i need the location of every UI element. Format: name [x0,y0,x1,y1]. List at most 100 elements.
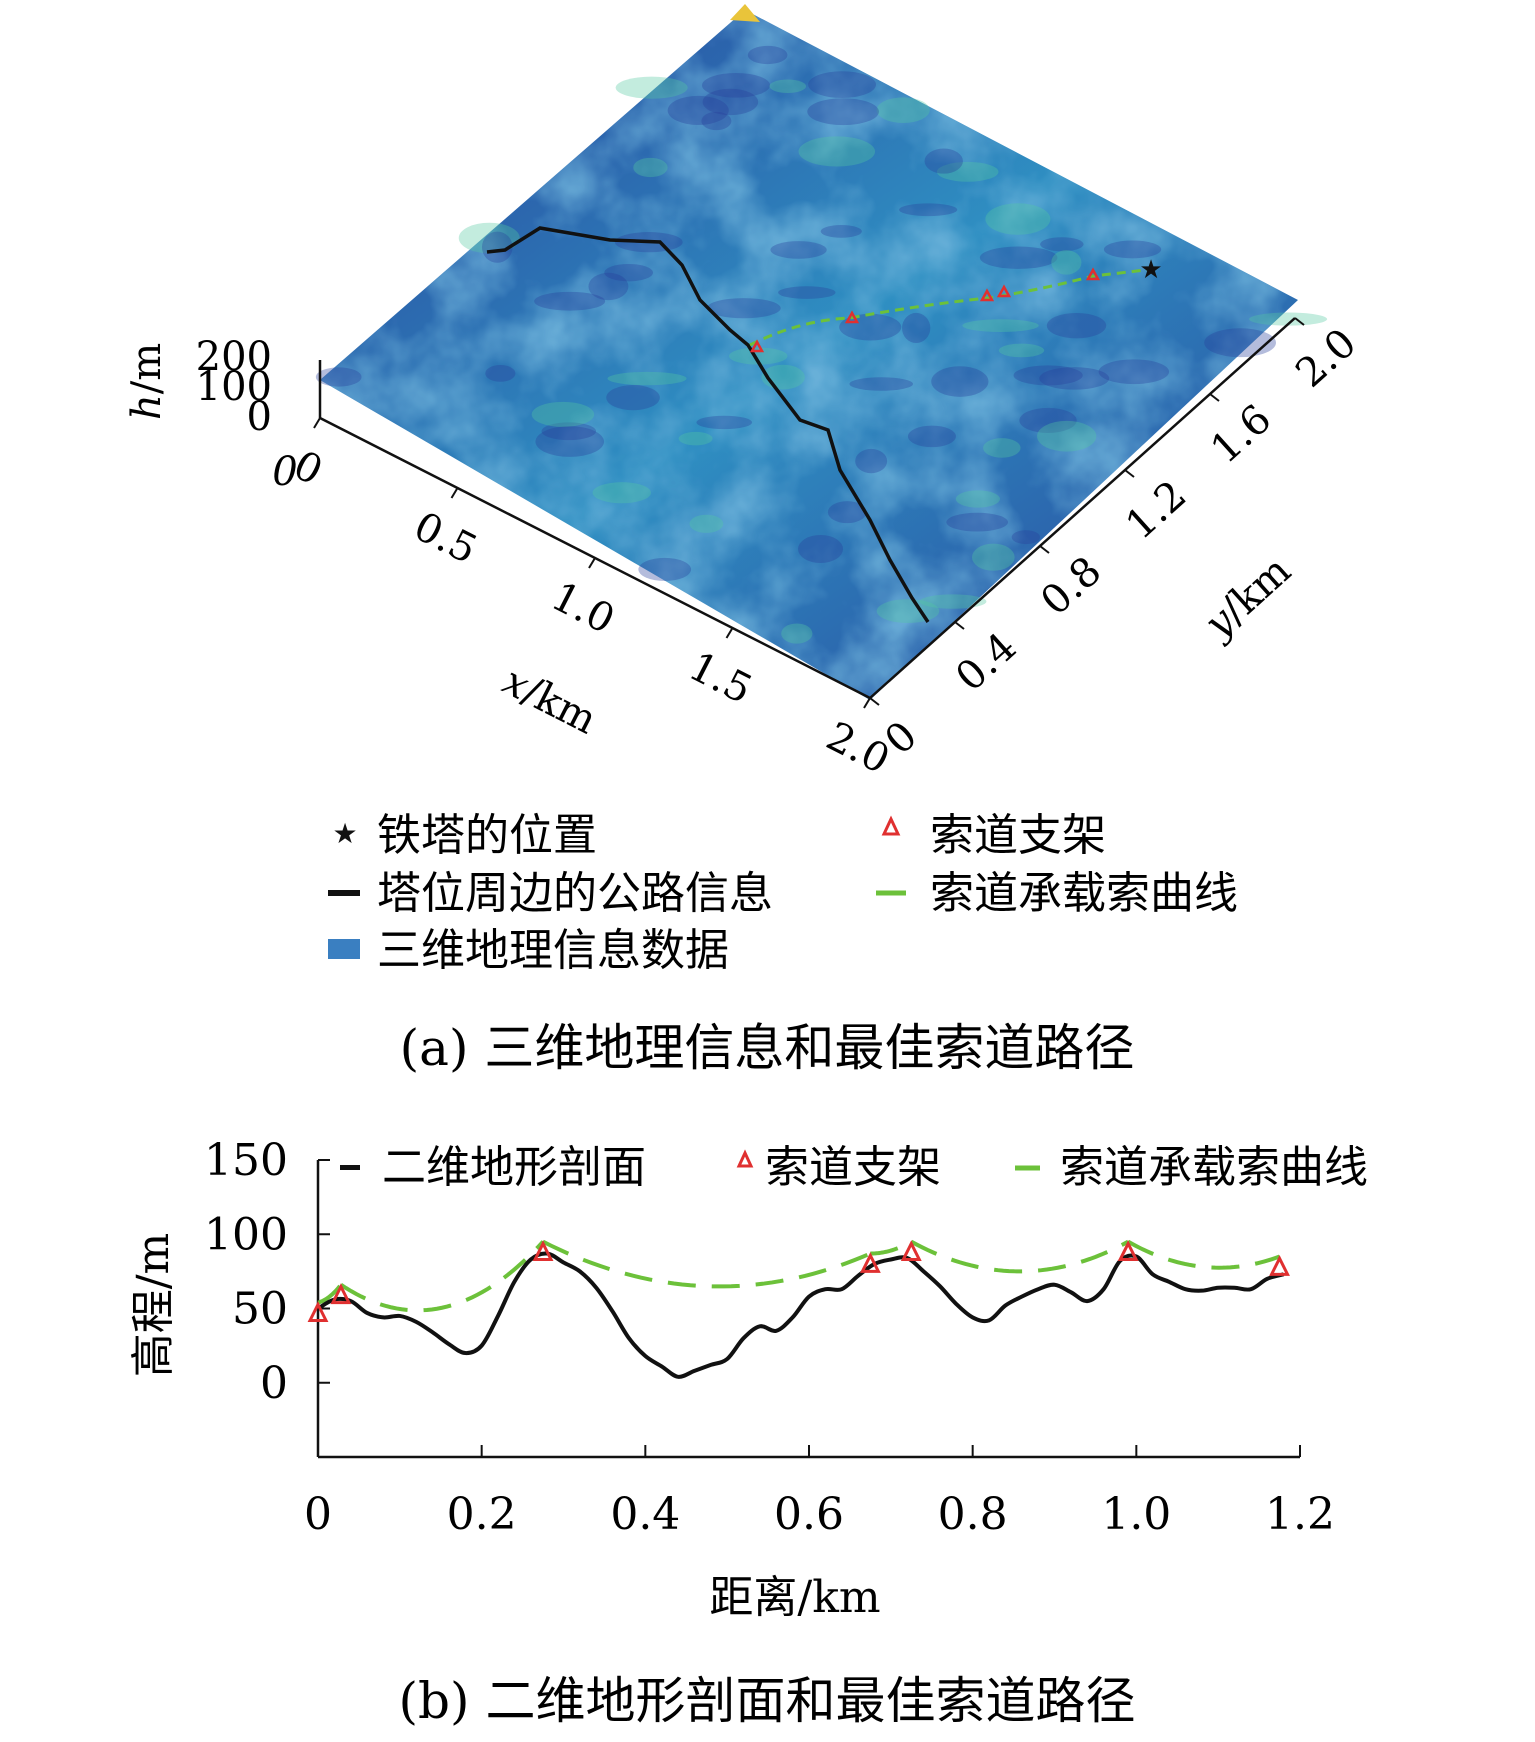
terrain-highlight [1098,359,1170,385]
terrain-highlight [899,203,958,217]
terrain-highlight [689,514,724,533]
support-marker [749,339,765,353]
terrain-highlight [633,157,668,178]
caption-b: (b) 二维地形剖面和最佳索道路径 [399,1672,1136,1730]
x-tick-mark [450,487,459,499]
b-cable-span [339,1240,545,1313]
support-marker [996,284,1012,298]
terrain-highlight [1019,407,1077,433]
b-x-tick-label: 0.4 [610,1489,680,1540]
b-y-tick-label: 50 [232,1284,288,1335]
y-tick-mark [1294,317,1305,326]
terrain-highlight [615,76,688,99]
terrain-highlight [979,246,1058,269]
terrain-highlight [983,438,1021,458]
legend-b-support-icon [736,1149,754,1168]
terrain-highlight [607,371,687,386]
terrain-highlight [1013,365,1083,386]
legend-road-icon [328,890,360,896]
legend-a: ★ 铁塔的位置 索道支架 塔位周边的公路信息 索道承载索曲线 三维地理信息数据 [328,810,1238,976]
terrain-highlight [998,343,1045,358]
terrain-highlight [702,72,771,98]
terrain-highlight [876,97,930,123]
y-tick-label: 1.2 [1117,472,1195,549]
terrain-highlight [769,79,807,93]
z-tick-label: 100 [196,364,272,410]
legend-support-icon [881,815,901,836]
b-support-marker [1117,1240,1139,1262]
terrain-highlight [535,426,605,457]
tower-marker: ★ [1139,255,1162,285]
b-supports [307,1240,1290,1322]
terrain-highlight [931,366,989,397]
y-tick-mark [1124,469,1135,478]
terrain-highlight [770,241,827,259]
y-tick-label: 1.6 [1202,396,1280,473]
legend-tower-label: 铁塔的位置 [377,810,597,861]
terrain-highlight [531,401,595,427]
terrain-highlight [781,623,813,644]
b-x-tick-label: 0.2 [447,1489,517,1540]
b-support-marker [859,1252,881,1273]
cable-curve-3d [749,266,1161,347]
road-line [486,226,930,623]
terrain-highlight [678,431,713,446]
b-support-marker [900,1240,922,1262]
terrain-highlight [1046,312,1107,339]
terrain-highlight [1037,420,1097,452]
legend-road-label: 塔位周边的公路信息 [377,868,773,919]
y-tick-label: 0.4 [947,624,1025,701]
support-marker [1085,267,1101,281]
terrain-highlight [946,512,1008,532]
terrain-highlight [696,415,753,430]
b-support-marker [1269,1255,1290,1276]
y-axis-label: y/km [1194,547,1299,648]
terrain-highlight [534,291,606,311]
terrain-highlight [747,45,788,65]
support-marker [979,288,995,302]
terrain-highlight [971,543,1015,571]
terrain-highlight [638,557,692,581]
x-tick-label: 1.5 [682,643,760,713]
terrain-highlight [702,88,759,116]
x-axis-label: x/km [495,658,603,744]
y-tick-mark [954,621,965,630]
terrain-highlights [315,45,1328,644]
terrain-highlight [1249,312,1328,326]
y-axis-line [869,317,1296,699]
terrain-highlight [1051,250,1082,275]
terrain-highlight [798,136,876,167]
terrain-highlight [955,490,1000,508]
legend-b-cable-label: 索道承载索曲线 [1060,1142,1368,1193]
b-cable-span [317,1283,343,1305]
b-cable-span [542,1239,872,1289]
terrain-highlight [485,364,516,382]
b-x-tick-label: 1.0 [1101,1489,1171,1540]
caption-a: (a) 三维地理信息和最佳索道路径 [400,1019,1135,1077]
z-tick-label: 200 [196,334,272,380]
z-tick-label: 0 [247,394,272,440]
b-cable-span [910,1239,1130,1274]
legend-b-profile-icon [340,1165,360,1170]
terrain-highlight [1204,328,1277,358]
b-y-tick-label: 100 [204,1209,288,1260]
terrain-highlight [798,534,844,564]
x-tick-label: 0.5 [407,503,485,573]
terrain-highlight [541,422,597,441]
b-support-marker [307,1301,329,1322]
terrain-highlight [962,319,1039,332]
y-tick-mark [1039,545,1050,554]
terrain-highlight [902,312,931,344]
y-tick-label: 0.8 [1032,548,1110,625]
supports-3d [749,267,1101,353]
terrain-highlight [924,148,963,174]
terrain-highlight [606,385,660,411]
terrain-highlight [588,272,629,301]
z-axis-label: h/m [124,343,170,420]
b-cable-span [870,1239,913,1256]
terrain-highlight [808,71,876,98]
terrain-highlight [706,298,781,319]
y-tick-mark [869,697,880,706]
terrain-highlight [592,482,651,504]
